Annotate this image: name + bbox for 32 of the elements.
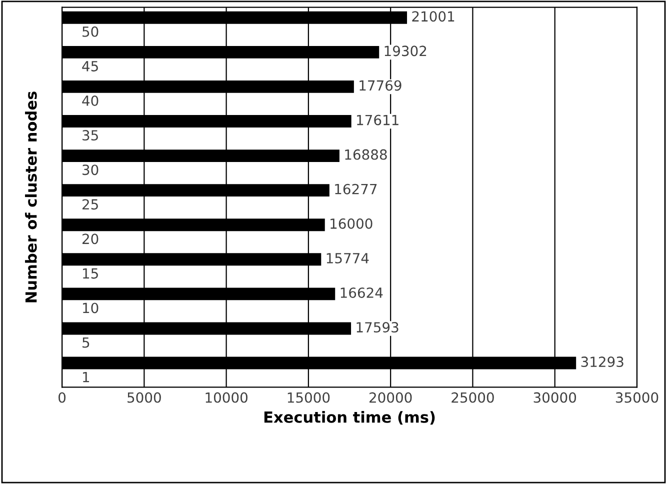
- x-tick-label: 15000: [288, 392, 330, 403]
- data-label: 15774: [326, 253, 369, 264]
- y-tick-label: 5: [82, 337, 90, 348]
- y-tick-label: 10: [83, 302, 98, 314]
- x-tick-label: 0: [58, 392, 66, 403]
- x-tick-label: 35000: [616, 392, 658, 403]
- y-tick-label: 25: [82, 199, 98, 210]
- y-tick-label: 20: [82, 234, 98, 244]
- data-label: 31293: [581, 356, 624, 368]
- y-axis-title: Number of cluster nodes: [25, 92, 37, 302]
- y-tick-label: 1: [83, 372, 90, 382]
- data-label: 17611: [357, 114, 398, 126]
- x-tick-label: 5000: [128, 392, 161, 403]
- y-tick-label: 45: [82, 61, 98, 72]
- data-label: 17769: [360, 80, 402, 91]
- data-label: 21001: [412, 11, 454, 22]
- x-tick-label: 20000: [370, 392, 412, 403]
- y-tick-label: 40: [82, 95, 98, 106]
- data-label: 17593: [356, 322, 398, 333]
- x-tick-label: 25000: [452, 392, 494, 403]
- y-tick-label: 15: [83, 268, 98, 279]
- y-tick-label: 30: [82, 164, 98, 176]
- data-label: 16277: [335, 184, 377, 194]
- data-label: 16000: [330, 218, 372, 229]
- data-label: 16888: [345, 149, 387, 160]
- x-tick-label: 30000: [534, 392, 576, 403]
- data-label: 16624: [340, 287, 383, 298]
- x-tick-label: 10000: [206, 392, 248, 403]
- y-tick-label: 50: [82, 26, 98, 37]
- y-tick-label: 35: [82, 130, 98, 141]
- x-axis-title: Execution time (ms): [264, 411, 435, 425]
- data-label: 19302: [384, 46, 426, 56]
